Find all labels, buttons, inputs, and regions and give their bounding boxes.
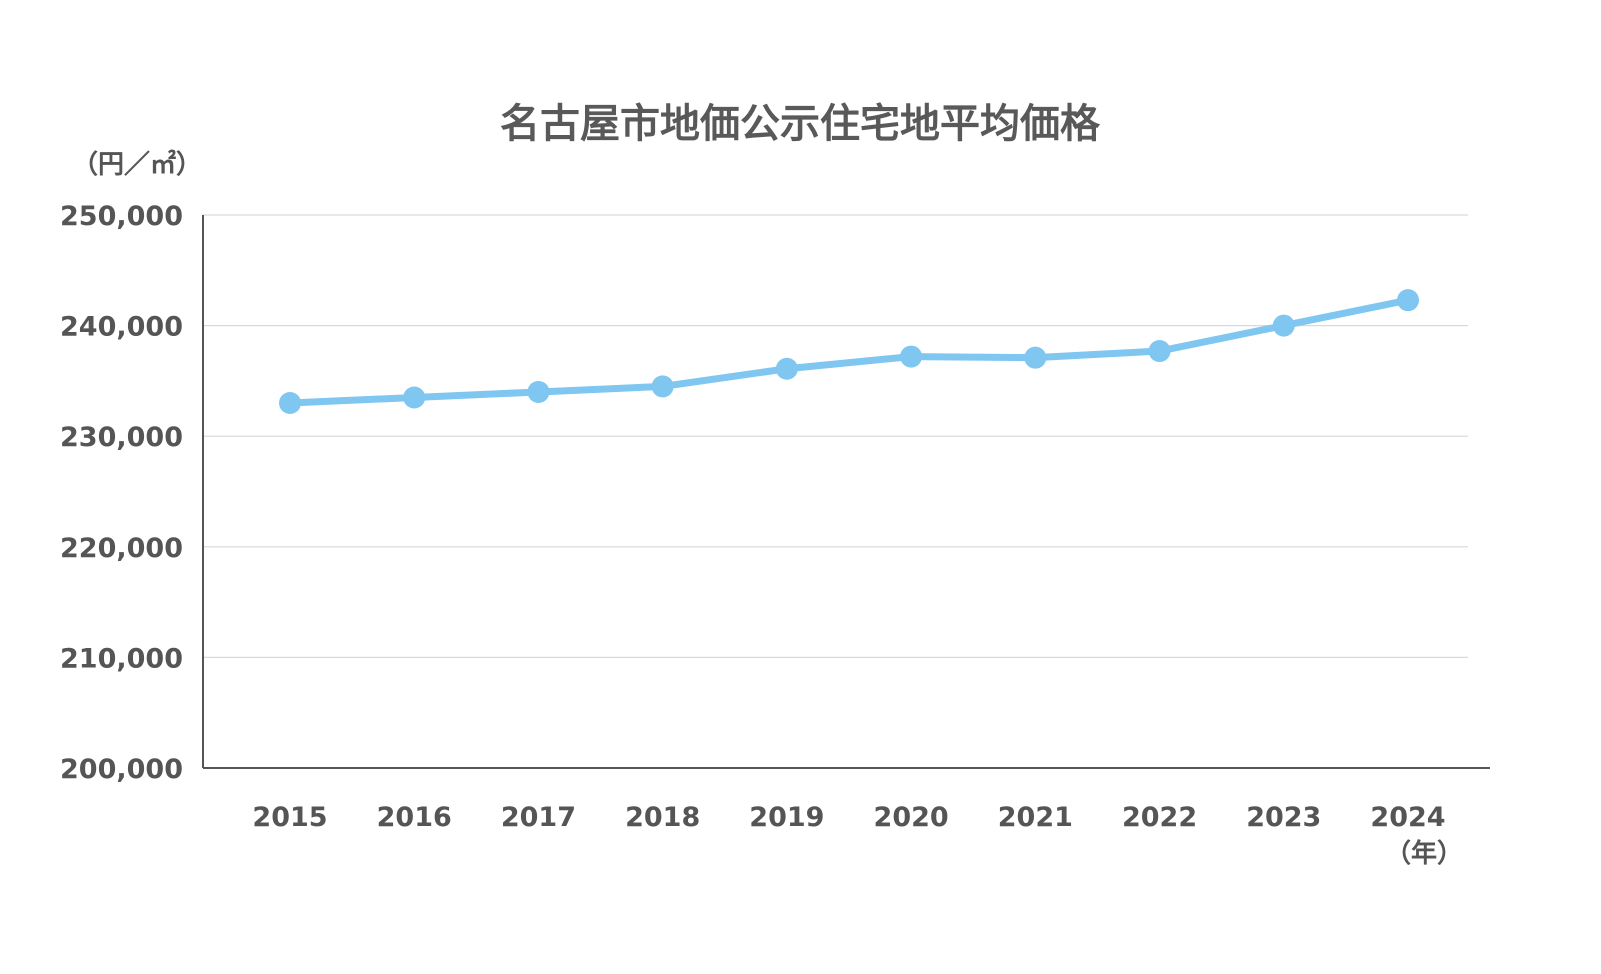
y-tick-label: 220,000 (60, 533, 183, 564)
data-point (279, 392, 301, 415)
y-tick-label: 200,000 (60, 754, 183, 785)
x-tick-label: 2023 (1246, 802, 1321, 833)
data-point (651, 375, 674, 398)
x-tick-label: 2015 (252, 802, 327, 833)
x-axis-tick-labels: 2015 2016 2017 2018 2019 2020 2021 2022 2023 2024 (252, 802, 1445, 833)
x-tick-label: 2020 (874, 802, 949, 833)
x-tick-label: 2024 (1370, 802, 1445, 833)
chart-title: 名古屋市地価公示住宅地平均価格 (500, 101, 1101, 147)
data-point (403, 386, 426, 409)
series-layer (279, 289, 1419, 415)
series-line (286, 296, 1412, 407)
x-tick-label: 2018 (625, 802, 700, 833)
data-point (775, 357, 798, 380)
data-point (1272, 314, 1295, 337)
y-tick-label: 250,000 (60, 201, 183, 232)
y-axis-tick-labels: 200,000 210,000 220,000 230,000 240,000 250,0… (60, 201, 183, 785)
gridlines (203, 214, 1468, 659)
data-point (1024, 346, 1047, 369)
y-tick-label: 210,000 (60, 643, 183, 674)
x-axis-unit-label: （年） (1385, 838, 1463, 869)
x-tick-label: 2021 (998, 802, 1073, 833)
y-tick-label: 240,000 (60, 312, 183, 343)
data-point (1148, 340, 1171, 363)
x-tick-label: 2016 (377, 802, 452, 833)
x-tick-label: 2022 (1122, 802, 1197, 833)
data-point (1397, 289, 1419, 312)
x-tick-label: 2017 (501, 802, 576, 833)
axes (202, 215, 1490, 769)
x-tick-label: 2019 (749, 802, 824, 833)
data-point (900, 345, 923, 368)
y-tick-label: 230,000 (60, 422, 183, 453)
y-axis-unit-label: （円／㎡） (72, 149, 202, 180)
data-point (527, 380, 550, 403)
